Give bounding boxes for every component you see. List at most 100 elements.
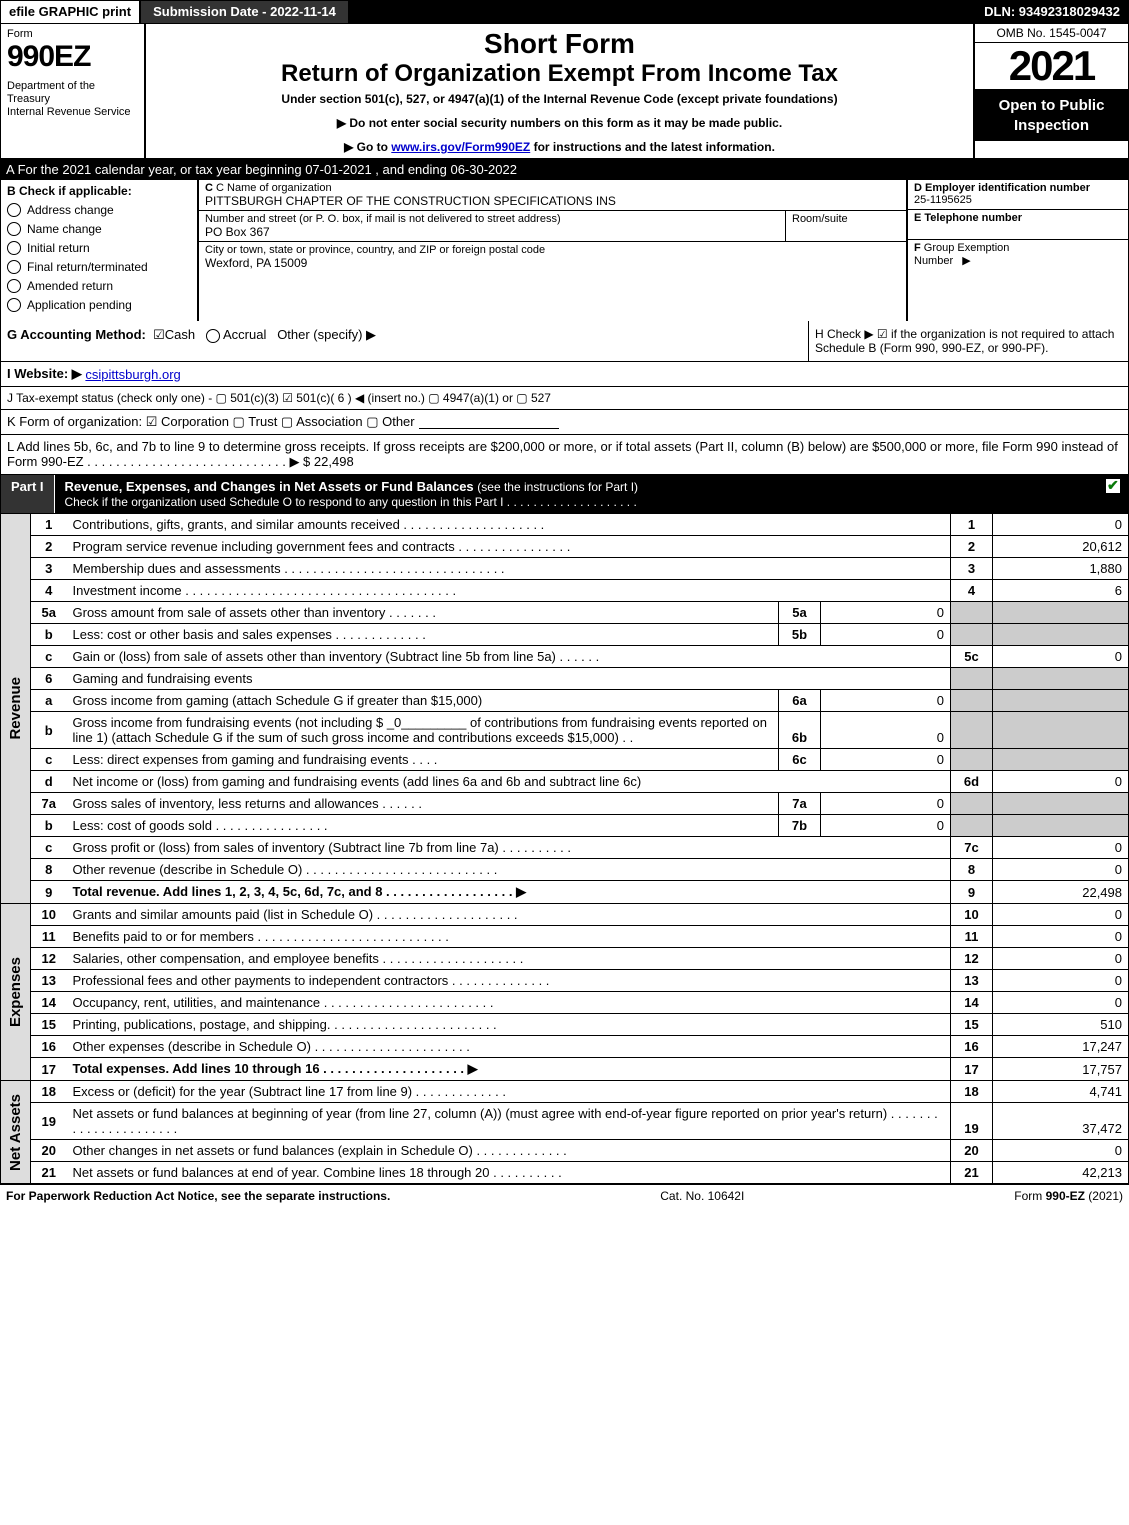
line-desc: Net income or (loss) from gaming and fun…	[67, 771, 951, 793]
part-checkbox[interactable]	[1098, 475, 1128, 513]
line-14: 14Occupancy, rent, utilities, and mainte…	[1, 992, 1129, 1014]
line-desc: Less: cost or other basis and sales expe…	[67, 624, 779, 646]
sub-val: 0	[821, 690, 951, 712]
line-desc: Excess or (deficit) for the year (Subtra…	[67, 1081, 951, 1103]
line-ref: 11	[951, 926, 993, 948]
line-19: 19Net assets or fund balances at beginni…	[1, 1103, 1129, 1140]
l-text: L Add lines 5b, 6c, and 7b to line 9 to …	[7, 439, 1118, 469]
opt-application-pending[interactable]: Application pending	[7, 298, 191, 312]
phone-label: E Telephone number	[914, 212, 1122, 224]
line-num: 19	[31, 1103, 67, 1140]
g-label: G Accounting Method:	[7, 327, 146, 342]
line-val: 42,213	[993, 1162, 1129, 1184]
line-val: 6	[993, 580, 1129, 602]
sub-ref: 6b	[779, 712, 821, 749]
opt-name-change[interactable]: Name change	[7, 222, 191, 236]
opt-label: Name change	[27, 222, 102, 236]
k-blank[interactable]	[419, 415, 559, 429]
sub-val: 0	[821, 602, 951, 624]
checkbox-icon[interactable]	[206, 329, 220, 343]
line-val: 0	[993, 859, 1129, 881]
line-ref: 4	[951, 580, 993, 602]
line-ref: 7c	[951, 837, 993, 859]
line-6: 6Gaming and fundraising events	[1, 668, 1129, 690]
line-17-bold: Total expenses. Add lines 10 through 16 …	[73, 1061, 478, 1076]
ein-value: 25-1195625	[914, 194, 1122, 206]
opt-initial-return[interactable]: Initial return	[7, 241, 191, 255]
line-ref: 14	[951, 992, 993, 1014]
sub-val: 0	[821, 749, 951, 771]
header-center: Short Form Return of Organization Exempt…	[146, 24, 973, 158]
line-num: 9	[31, 881, 67, 904]
room-label: Room/suite	[792, 213, 900, 225]
line-num: 13	[31, 970, 67, 992]
expenses-text: Expenses	[7, 957, 24, 1027]
line-val: 17,247	[993, 1036, 1129, 1058]
row-k: K Form of organization: ☑ Corporation ▢ …	[0, 410, 1129, 435]
line-num: 14	[31, 992, 67, 1014]
line-desc: Gross profit or (loss) from sales of inv…	[67, 837, 951, 859]
l-value: 22,498	[314, 454, 354, 469]
line-num: 17	[31, 1058, 67, 1081]
efile-print-button[interactable]: efile GRAPHIC print	[1, 1, 141, 23]
line-5c: cGain or (loss) from sale of assets othe…	[1, 646, 1129, 668]
line-ref: 15	[951, 1014, 993, 1036]
line-11: 11Benefits paid to or for members . . . …	[1, 926, 1129, 948]
line-val: 0	[993, 771, 1129, 793]
line-desc: Other revenue (describe in Schedule O) .…	[67, 859, 951, 881]
line-ref: 17	[951, 1058, 993, 1081]
top-bar: efile GRAPHIC print Submission Date - 20…	[0, 0, 1129, 24]
name-label-text: C Name of organization	[216, 182, 332, 194]
grey-cell	[951, 749, 993, 771]
checkbox-icon	[7, 298, 21, 312]
footer-form-post: (2021)	[1085, 1189, 1123, 1203]
opt-amended-return[interactable]: Amended return	[7, 279, 191, 293]
line-7c: cGross profit or (loss) from sales of in…	[1, 837, 1129, 859]
paperwork-notice: For Paperwork Reduction Act Notice, see …	[6, 1189, 390, 1203]
sub-val: 0	[821, 712, 951, 749]
grey-cell	[993, 602, 1129, 624]
line-num: a	[31, 690, 67, 712]
sub-ref: 7b	[779, 815, 821, 837]
k-text: K Form of organization: ☑ Corporation ▢ …	[7, 414, 415, 430]
org-name-label: C C Name of organization	[205, 182, 900, 194]
line-num: 4	[31, 580, 67, 602]
line-desc: Gaming and fundraising events	[67, 668, 951, 690]
line-desc: Membership dues and assessments . . . . …	[67, 558, 951, 580]
form-number: 990EZ	[7, 40, 138, 74]
line-val: 510	[993, 1014, 1129, 1036]
header-left: Form 990EZ Department of the Treasury In…	[1, 24, 146, 158]
box-def: D Employer identification number 25-1195…	[906, 180, 1128, 321]
opt-label: Amended return	[27, 279, 113, 293]
return-title: Return of Organization Exempt From Incom…	[152, 60, 967, 88]
footer-form-bold: 990-EZ	[1046, 1189, 1085, 1203]
line-val: 20,612	[993, 536, 1129, 558]
part-check-note: Check if the organization used Schedule …	[65, 495, 637, 509]
opt-final-return[interactable]: Final return/terminated	[7, 260, 191, 274]
line-desc: Gross amount from sale of assets other t…	[67, 602, 779, 624]
line-17: 17 Total expenses. Add lines 10 through 1…	[1, 1058, 1129, 1081]
line-val: 17,757	[993, 1058, 1129, 1081]
goto-suffix: for instructions and the latest informat…	[530, 140, 775, 154]
line-desc: Investment income . . . . . . . . . . . …	[67, 580, 951, 602]
opt-address-change[interactable]: Address change	[7, 203, 191, 217]
part-1-header: Part I Revenue, Expenses, and Changes in…	[0, 475, 1129, 514]
website-link[interactable]: csipittsburgh.org	[85, 367, 180, 382]
line-desc: Gross income from fundraising events (no…	[67, 712, 779, 749]
row-h: H Check ▶ ☑ if the organization is not r…	[808, 321, 1128, 361]
check-icon: ☑	[153, 327, 165, 342]
grey-cell	[951, 712, 993, 749]
line-num: c	[31, 749, 67, 771]
line-3: 3Membership dues and assessments . . . .…	[1, 558, 1129, 580]
line-ref: 10	[951, 904, 993, 926]
sub-ref: 6a	[779, 690, 821, 712]
line-ref: 19	[951, 1103, 993, 1140]
line-ref: 16	[951, 1036, 993, 1058]
line-6a: aGross income from gaming (attach Schedu…	[1, 690, 1129, 712]
sub-ref: 5b	[779, 624, 821, 646]
line-ref: 3	[951, 558, 993, 580]
line-num: b	[31, 712, 67, 749]
city-cell: City or town, state or province, country…	[199, 242, 906, 272]
line-num: 6	[31, 668, 67, 690]
irs-link[interactable]: www.irs.gov/Form990EZ	[391, 140, 530, 154]
